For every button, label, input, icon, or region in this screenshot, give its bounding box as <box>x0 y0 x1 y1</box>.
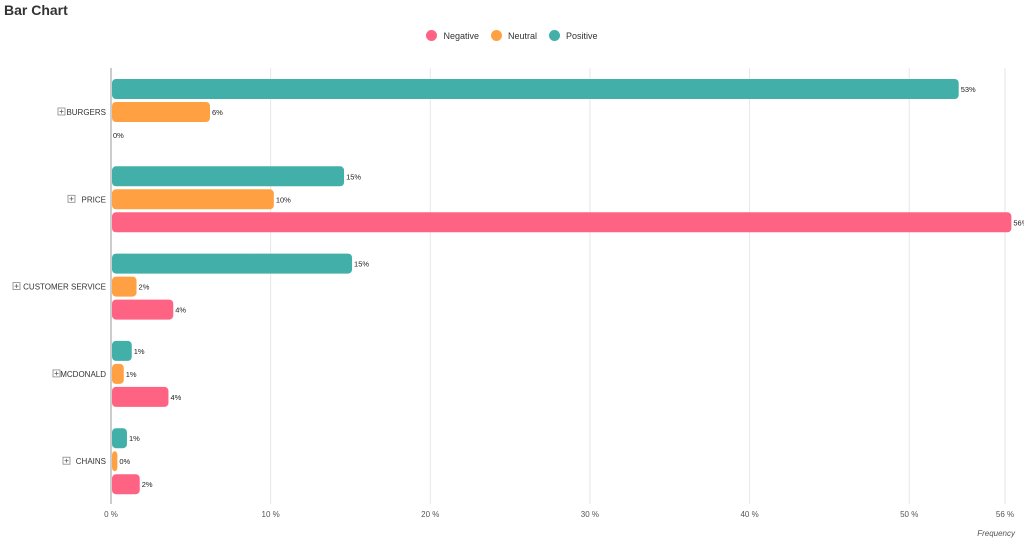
data-label: 1% <box>126 370 137 379</box>
bar-negative <box>112 299 174 320</box>
data-label: 0% <box>113 131 124 140</box>
data-label: 56% <box>1013 218 1024 227</box>
bar-positive <box>112 253 353 274</box>
legend-label-negative: Negative <box>443 30 479 41</box>
bar-neutral <box>112 189 274 210</box>
data-label: 15% <box>346 172 361 181</box>
bar-positive <box>112 340 132 361</box>
data-label: 2% <box>139 283 150 292</box>
bar-positive <box>112 79 959 99</box>
bar-positive <box>112 428 127 449</box>
x-tick-label: 56 % <box>996 510 1014 519</box>
data-label: 1% <box>134 347 145 356</box>
legend-dot-negative-icon <box>426 30 438 41</box>
category-label: BURGERS <box>66 108 106 117</box>
x-tick-label: 30 % <box>581 510 599 519</box>
page-title: Bar Chart <box>4 2 68 18</box>
data-label: 4% <box>170 393 181 402</box>
legend-dot-positive-icon <box>549 30 561 41</box>
bar-neutral <box>112 451 118 472</box>
x-axis-title: Frequency <box>977 529 1016 538</box>
legend-label-positive: Positive <box>566 30 598 41</box>
chart-legend: Negative Neutral Positive <box>0 30 1024 41</box>
data-label: 10% <box>276 195 291 204</box>
data-label: 4% <box>175 306 186 315</box>
bar-negative <box>112 212 1012 233</box>
data-label: 6% <box>212 108 223 117</box>
legend-label-neutral: Neutral <box>508 30 538 41</box>
bar-neutral <box>112 363 124 384</box>
legend-dot-neutral-icon <box>491 30 502 41</box>
bar-neutral <box>112 102 210 122</box>
legend-item-positive[interactable]: Positive <box>549 30 598 41</box>
x-tick-label: 40 % <box>740 510 758 519</box>
x-tick-label: 10 % <box>262 510 280 519</box>
category-label: MCDONALD <box>60 370 106 379</box>
data-label: 1% <box>129 434 140 443</box>
x-tick-label: 50 % <box>900 510 918 519</box>
data-label: 0% <box>119 457 130 466</box>
legend-item-neutral[interactable]: Neutral <box>491 30 537 41</box>
category-label: CUSTOMER SERVICE <box>23 283 106 292</box>
data-label: 2% <box>142 480 153 489</box>
x-tick-label: 0 % <box>104 510 118 519</box>
x-tick-label: 20 % <box>421 510 439 519</box>
bar-neutral <box>112 276 137 297</box>
category-label: CHAINS <box>76 457 106 466</box>
data-label: 53% <box>961 85 976 94</box>
category-label: PRICE <box>82 195 106 204</box>
bar-positive <box>112 166 345 187</box>
legend-item-negative[interactable]: Negative <box>426 30 479 41</box>
bar-negative <box>112 386 169 407</box>
data-label: 15% <box>354 260 369 269</box>
bar-negative <box>112 474 140 495</box>
